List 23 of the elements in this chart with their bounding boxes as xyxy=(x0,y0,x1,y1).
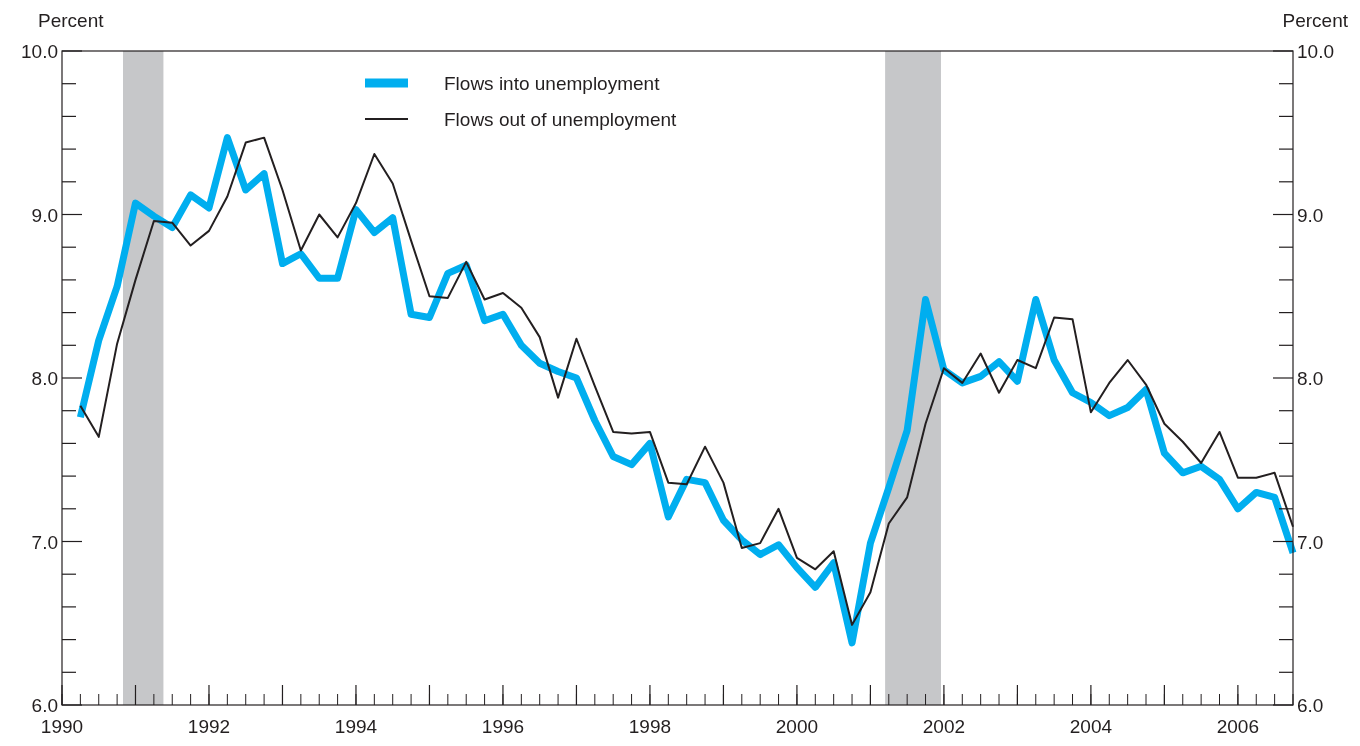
y-axis-title: Percent xyxy=(38,10,105,31)
y-tick-label: 7.0 xyxy=(31,531,58,553)
y-tick-label: 9.0 xyxy=(31,204,58,226)
x-tick-label: 1994 xyxy=(334,716,378,737)
y2-tick-label: 8.0 xyxy=(1297,368,1324,389)
y2-tick-label: 9.0 xyxy=(1297,204,1324,226)
legend-label: Flows into unemployment xyxy=(444,73,661,94)
x-tick-label: 2000 xyxy=(775,716,819,737)
y-tick-label: 10.0 xyxy=(21,41,58,62)
x-tick-label: 2004 xyxy=(1069,716,1113,737)
y2-tick-label: 6.0 xyxy=(1297,695,1324,716)
x-tick-label: 1990 xyxy=(40,716,84,737)
x-tick-label: 1992 xyxy=(187,716,231,737)
y2-axis-title: Percent xyxy=(1282,10,1349,31)
y-tick-label: 6.0 xyxy=(31,695,58,716)
legend-label: Flows out of unemployment xyxy=(444,109,678,130)
y-tick-label: 8.0 xyxy=(31,368,58,389)
x-tick-label: 1998 xyxy=(628,716,672,737)
y2-tick-label: 10.0 xyxy=(1297,41,1334,62)
x-tick-label: 2006 xyxy=(1216,716,1260,737)
x-tick-label: 1996 xyxy=(481,716,525,737)
x-tick-label: 2002 xyxy=(922,716,966,737)
y2-tick-label: 7.0 xyxy=(1297,531,1324,553)
